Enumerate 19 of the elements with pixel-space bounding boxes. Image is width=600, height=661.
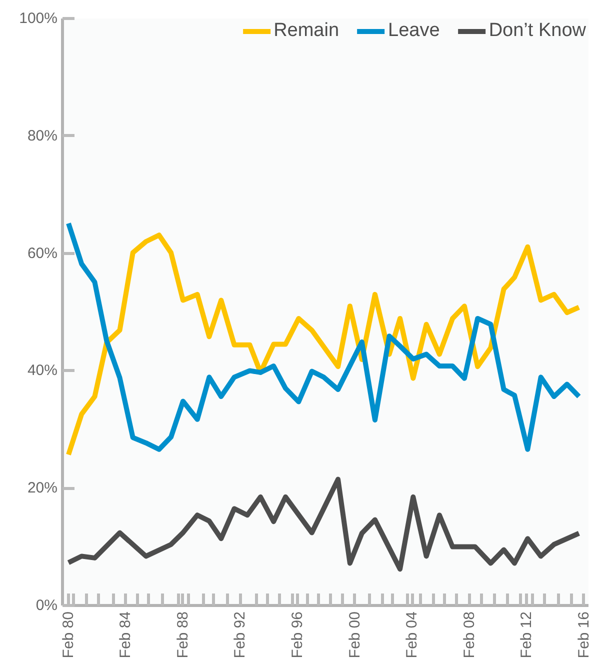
x-tick-label: Feb 92 [232,611,249,658]
y-tick-label: 80% [27,127,58,144]
legend-label: Leave [388,20,440,42]
x-tick-label: Feb 12 [518,611,536,658]
y-tick-label: 60% [27,244,58,262]
x-tick-label: Feb 16 [575,611,592,658]
y-tick-label: 40% [27,362,58,380]
legend-label: Remain [274,20,340,42]
x-tick-label: Feb 04 [404,611,421,658]
x-tick-label: Feb 96 [289,611,306,658]
y-tick-label: 100% [19,10,58,27]
y-tick-label: 20% [27,480,58,497]
x-tick-label: Feb 08 [460,611,478,658]
x-tick-label: Feb 84 [117,611,134,658]
x-tick-label: Feb 00 [346,611,364,658]
x-tick-label: Feb 80 [60,611,77,658]
y-tick-label: 0% [36,597,58,614]
legend-label: Don’t Know [488,20,586,42]
x-tick-label: Feb 88 [174,611,192,658]
